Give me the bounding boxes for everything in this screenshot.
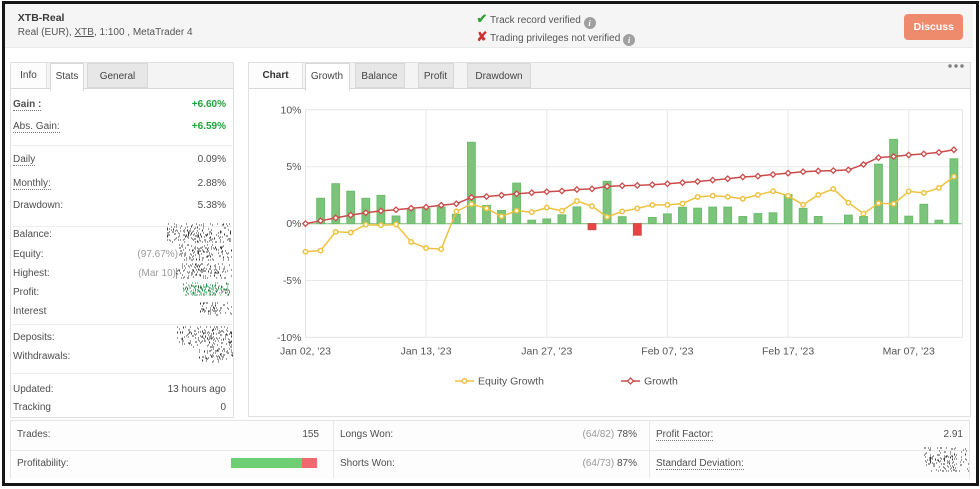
svg-text:-10%: -10% <box>277 332 302 344</box>
svg-text:Jan 13, '23: Jan 13, '23 <box>401 346 452 358</box>
svg-text:Feb 17, '23: Feb 17, '23 <box>762 346 814 358</box>
svg-text:Jan 02, '23: Jan 02, '23 <box>280 346 331 358</box>
svg-text:Feb 07, '23: Feb 07, '23 <box>641 346 693 358</box>
svg-text:Mar 07, '23: Mar 07, '23 <box>883 346 935 358</box>
svg-text:5%: 5% <box>286 161 301 173</box>
svg-text:Equity Growth: Equity Growth <box>478 376 544 388</box>
svg-text:Jan 27, '23: Jan 27, '23 <box>521 346 572 358</box>
svg-text:10%: 10% <box>280 104 301 116</box>
svg-text:0%: 0% <box>286 218 301 230</box>
svg-text:-5%: -5% <box>283 275 302 287</box>
svg-text:Growth: Growth <box>644 376 678 388</box>
